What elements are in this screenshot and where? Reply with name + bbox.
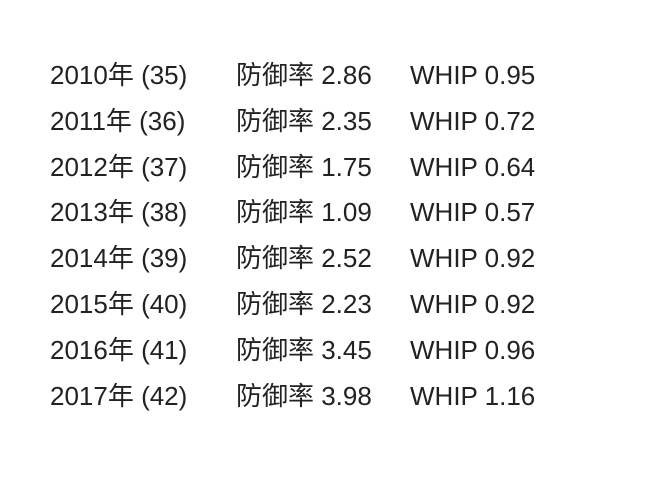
whip-value: WHIP 0.64: [410, 151, 536, 182]
year-age: 2015年 (40): [50, 288, 188, 319]
whip-value: WHIP 0.57: [410, 197, 536, 228]
year-age: 2014年 (39): [50, 243, 188, 274]
year-age: 2016年 (41): [50, 334, 188, 365]
whip-value: WHIP 0.92: [410, 288, 536, 319]
year-age: 2013年 (38): [50, 197, 188, 228]
era-value: 防御率 3.45: [236, 334, 372, 365]
era-value: 防御率 1.75: [236, 151, 372, 182]
year-age: 2010年 (35): [50, 60, 188, 90]
whip-value: WHIP 0.92: [410, 243, 536, 274]
era-value: 防御率 2.86: [236, 60, 372, 90]
year-age: 2011年 (36): [50, 105, 186, 136]
era-value: 防御率 1.09: [236, 197, 372, 228]
era-value: 防御率 3.98: [236, 380, 372, 411]
year-age: 2017年 (42): [50, 380, 188, 411]
era-value: 防御率 2.35: [236, 105, 372, 136]
whip-value: WHIP 0.95: [410, 60, 536, 90]
whip-value: WHIP 1.16: [410, 380, 536, 411]
year-age: 2012年 (37): [50, 151, 188, 182]
era-value: 防御率 2.52: [236, 243, 372, 274]
era-value: 防御率 2.23: [236, 288, 372, 319]
whip-value: WHIP 0.72: [410, 105, 536, 136]
whip-value: WHIP 0.96: [410, 334, 536, 365]
